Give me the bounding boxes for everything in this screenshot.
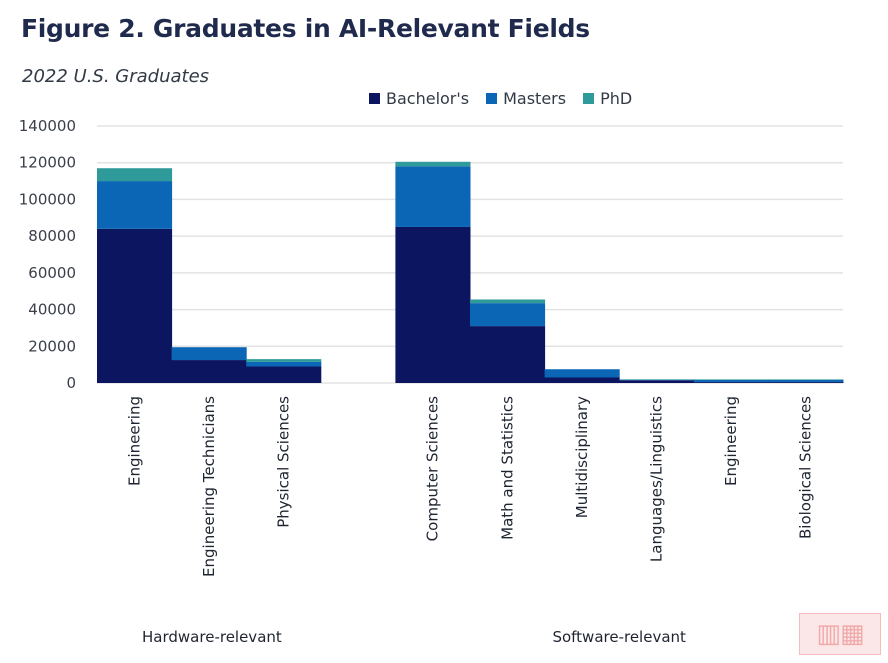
bar-segment-masters [693,379,769,383]
y-tick-label: 120000 [19,154,76,172]
x-category-label: Languages/Linguistics [648,396,666,562]
bar-segment-phd [395,161,471,167]
bar-segment-phd [619,379,695,380]
bar-segment-bachelors [544,377,620,383]
x-axis-category-labels: Engineering Engineering Technicians Physic… [125,396,814,577]
x-category-label: Engineering [722,396,740,486]
chart-title: Figure 2. Graduates in AI-Relevant Field… [21,14,590,43]
x-category-label: Multidisciplinary [573,396,591,518]
bar-segment-phd [97,168,173,182]
chart-subtitle: 2022 U.S. Graduates [22,66,210,87]
y-axis-ticks: 0 20000 40000 60000 80000 100000 120000 140000 [19,117,76,392]
watermark-seal-glyph: ▥▦ [816,619,864,649]
legend-swatch-phd [583,93,595,104]
legend-item-masters: Masters [486,89,566,108]
legend-item-phd: PhD [583,89,632,108]
bar-segment-masters [246,361,322,367]
x-category-label: Engineering [125,396,143,486]
bar-segment-phd [470,299,546,304]
x-category-label: Computer Sciences [424,396,442,541]
watermark-seal: ▥▦ [799,613,881,655]
bar-segment-masters [97,181,173,229]
y-tick-label: 80000 [28,227,76,245]
y-tick-label: 140000 [19,117,76,135]
bar-segment-bachelors [246,366,322,383]
bar-segment-masters [619,379,695,381]
y-tick-label: 0 [66,374,76,392]
x-axis-group-labels: Hardware-relevant Software-relevant [142,628,686,646]
bar-segment-masters [544,369,620,378]
y-tick-label: 100000 [19,190,76,208]
x-category-label: Engineering Technicians [200,396,218,577]
bar-segment-bachelors [693,382,769,383]
legend-label-phd: PhD [600,89,633,108]
bar-segment-masters [768,379,844,383]
legend-label-masters: Masters [503,89,567,108]
x-group-label: Software-relevant [552,628,686,646]
legend-swatch-masters [486,93,498,104]
x-category-label: Physical Sciences [275,396,293,528]
x-category-label: Biological Sciences [797,396,815,539]
bar-segment-phd [693,379,769,380]
bar-segment-bachelors [768,382,844,383]
y-tick-label: 20000 [28,337,76,355]
legend-swatch-bachelors [369,93,380,104]
y-tick-label: 60000 [28,264,76,282]
bar-segment-masters [171,347,247,361]
bar-segment-masters [395,166,471,227]
legend-label-bachelors: Bachelor's [386,89,470,108]
bar-segment-bachelors [470,326,546,383]
chart-legend: Bachelor's Masters PhD [369,89,649,108]
bar-segment-bachelors [395,226,471,383]
bar-segment-bachelors [171,360,247,383]
bar-segment-bachelors [619,380,695,383]
bar-segment-phd [768,379,844,380]
x-group-label: Hardware-relevant [142,628,282,646]
legend-item-bachelors: Bachelor's [369,89,469,108]
bar-segment-bachelors [97,228,173,383]
y-tick-label: 40000 [28,301,76,319]
bars [97,161,844,383]
x-category-label: Math and Statistics [498,396,516,540]
bar-segment-masters [470,303,546,327]
bar-segment-phd [246,359,322,362]
